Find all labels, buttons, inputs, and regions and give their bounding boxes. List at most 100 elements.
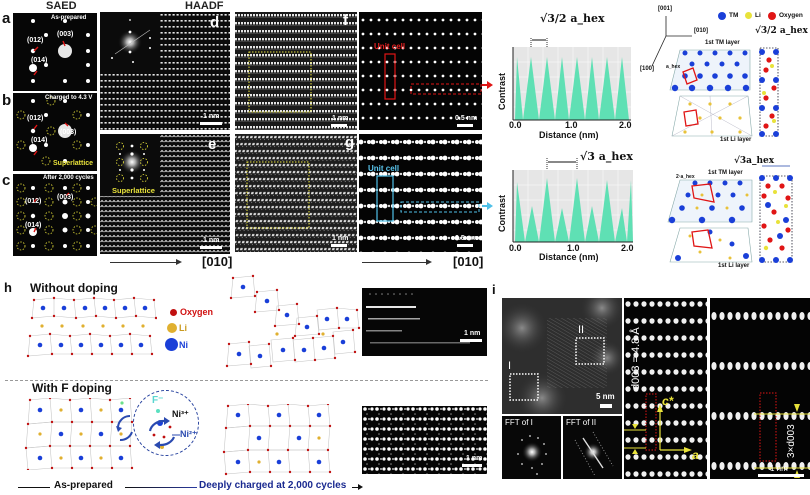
saed-a-spot-014: (014)	[31, 57, 48, 64]
i-hrtem-overview: I II 5 nm	[502, 298, 622, 414]
profile-bottom-annotation: √3 a_hex	[580, 150, 633, 163]
haadf-zoom-f: Unit cell 0.5 nm	[359, 12, 482, 130]
saed-header: SAED	[46, 0, 77, 12]
h-bottom-scale-label: 1 nm	[466, 455, 483, 462]
structure-f-doping-asprepared	[22, 396, 152, 472]
fft-of-region-ii: FFT of II	[563, 416, 622, 479]
haadf-f-scale-label: 1 nm	[332, 115, 349, 122]
haadf-e-superlattice-label: Superlattice	[112, 186, 155, 195]
bottom-a-hex-label: 2·a_hex	[676, 174, 695, 180]
legend-tm-label: TM	[729, 12, 739, 19]
region-ii-label: II	[578, 324, 585, 336]
direction-arrow-fg	[362, 259, 432, 265]
profile-top-tick-0: 0.0	[509, 120, 522, 130]
panel-letter-g: g	[345, 134, 355, 151]
panel-letter-e: e	[208, 136, 217, 153]
legend-li-label: Li	[755, 12, 761, 19]
h-legend-ni-label: Ni	[179, 340, 188, 350]
h-top-scale-label: 1 nm	[464, 330, 481, 337]
line-profile-bottom: √3 a_hex Contrast 0.0 1.0 2.0 Distance (…	[495, 140, 640, 262]
saed-b-spot-003: (003)	[60, 129, 77, 136]
h-legend-li-dot	[167, 323, 177, 333]
panel-letter-h: h	[4, 280, 12, 295]
saed-pattern-a: As-prepared (012) (003) (014)	[13, 13, 97, 91]
i-overview-scale-label: 5 nm	[596, 392, 615, 401]
arrow-to-top-profile	[482, 84, 490, 86]
direction-label-fg: [010]	[453, 254, 484, 269]
i-stem-scale-label: 1 nm	[770, 464, 788, 473]
axis-100: [100]	[640, 66, 655, 72]
h-legend-li-label: Li	[179, 323, 187, 333]
i-overview-scale-bar	[600, 404, 612, 408]
haadf-g-scale-bar	[331, 244, 347, 247]
c-star-axis-label: c*	[662, 394, 674, 408]
haadf-g-zoom-scale-bar	[457, 244, 473, 247]
profile-bottom-tick-2: 2.0	[621, 243, 634, 253]
legend-li-dot	[745, 12, 752, 19]
fft-ii-label: FFT of II	[566, 418, 597, 427]
h-legend-oxygen-dot	[170, 309, 177, 316]
h-top-scale-bar	[460, 339, 482, 342]
timeline-deeply-charged: Deeply charged at 2,000 cycles	[199, 480, 347, 491]
saed-c-spot-003: (003)	[57, 194, 74, 201]
profile-bottom-tick-0: 0.0	[509, 243, 522, 253]
with-f-doping-title: With F doping	[32, 381, 112, 395]
profile-top-ylabel: Contrast	[497, 72, 507, 110]
saed-pattern-b: Charged to 4.3 V (012) (003) (014) Super…	[13, 93, 97, 171]
haadf-g-zoom-scale-label: 0.5 nm	[455, 235, 478, 242]
h-stem-f-doping: 1 nm	[362, 406, 487, 474]
haadf-e-scale-label: 1 nm	[203, 237, 220, 244]
structure-without-doping-asprepared	[22, 296, 158, 362]
h-legend-ni-dot	[165, 338, 178, 351]
haadf-image-d: d 1 nm	[100, 12, 230, 130]
panel-letter-a: a	[2, 10, 11, 27]
panel-letter-f: f	[343, 12, 348, 29]
arrow-to-bottom-profile	[482, 205, 490, 207]
timeline-as-prepared: As-prepared	[54, 480, 113, 491]
axis-010: [010]	[694, 28, 709, 34]
region-i-label: I	[508, 360, 512, 372]
unit-cell-label-f: Unit cell	[374, 42, 406, 51]
haadf-image-f: f 1 nm	[235, 12, 357, 130]
saed-c-condition: After 2,000 cycles	[43, 175, 94, 181]
structure-schematic: [001] [010] [100] TM Li Oxygen 1st TM la…	[640, 0, 810, 270]
fft-of-region-i: FFT of I	[502, 416, 561, 479]
direction-label-de: [010]	[202, 254, 233, 269]
fft-i-label: FFT of I	[505, 418, 533, 427]
d003-spacing-label: d003 = 4.8 Å	[630, 327, 642, 390]
saed-b-spot-014: (014)	[31, 137, 48, 144]
haadf-f-zoom-scale-label: 0.5 nm	[455, 115, 478, 122]
bottom-li-layer-label: 1st Li layer	[718, 263, 750, 269]
saed-a-spot-003: (003)	[57, 31, 74, 38]
inset-ni3-label: Ni³⁺	[172, 409, 189, 419]
axis-001: [001]	[658, 6, 673, 12]
h-section-divider	[5, 380, 488, 381]
inset-f-label: F⁻	[152, 395, 164, 406]
charge-transfer-arrow-icon	[116, 415, 133, 441]
legend-tm-dot	[718, 12, 726, 20]
saed-b-superlattice-label: Superlattice	[53, 160, 94, 167]
profile-bottom-tick-1: 1.0	[567, 243, 580, 253]
line-profile-top: √3/2 a_hex Contrast 0.0 1.0 2.0 Distance…	[495, 12, 640, 140]
panel-letter-i: i	[492, 282, 496, 297]
saed-b-condition: Charged to 4.3 V	[45, 95, 93, 101]
bottom-tm-layer-label: 1st TM layer	[708, 170, 743, 176]
timeline-arrow-line	[352, 487, 360, 488]
haadf-image-g: g 1 nm	[235, 134, 357, 252]
haadf-header: HAADF	[185, 0, 224, 12]
top-tm-layer-label: 1st TM layer	[705, 40, 740, 46]
panel-letter-c: c	[2, 172, 11, 189]
haadf-d-scale-bar	[200, 122, 222, 125]
top-li-layer-label: 1st Li layer	[720, 137, 752, 143]
bottom-column-spacing: √3a_hex	[734, 156, 775, 166]
profile-top-annotation: √3/2 a_hex	[540, 12, 605, 25]
i-stem-disordered: 3×d003 1 nm	[710, 298, 810, 479]
haadf-d-scale-label: 1 nm	[203, 113, 220, 120]
haadf-image-e: e Superlattice 1 nm	[100, 134, 230, 254]
arrow-head-top-profile	[487, 81, 493, 89]
panel-letter-b: b	[2, 92, 12, 109]
a-axis-label: a	[692, 448, 699, 462]
saed-a-spot-012: (012)	[27, 37, 44, 44]
i-stem-scale-bar	[758, 474, 804, 477]
saed-c-spot-014: (014)	[25, 222, 42, 229]
